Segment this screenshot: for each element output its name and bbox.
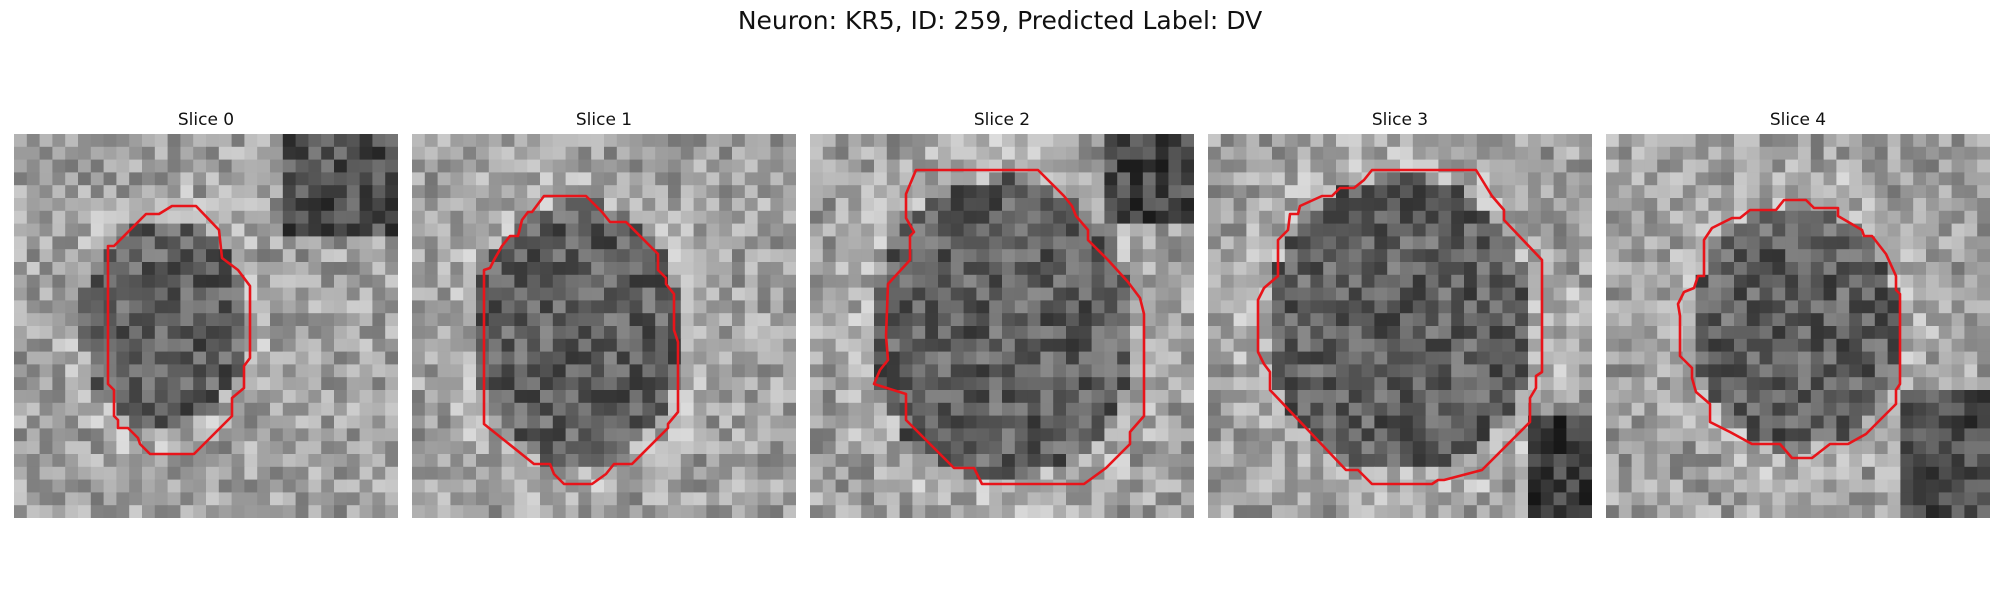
slice-image-1 [412, 134, 796, 518]
slice-panel-2: Slice 2 [810, 108, 1194, 518]
slice-image-2 [810, 134, 1194, 518]
slice-image-4 [1606, 134, 1990, 518]
slice-title-1: Slice 1 [575, 110, 633, 130]
contour-outline-4 [1676, 198, 1902, 460]
slice-panel-3: Slice 3 [1208, 108, 1592, 518]
figure-title: Neuron: KR5, ID: 259, Predicted Label: D… [737, 6, 1263, 35]
contour-outline-3 [1256, 168, 1544, 486]
slice-title-3: Slice 3 [1371, 110, 1429, 130]
slice-panel-1: Slice 1 [412, 108, 796, 518]
contour-outline-1 [482, 194, 680, 486]
slice-title-4: Slice 4 [1769, 110, 1827, 130]
slice-panel-0: Slice 0 [14, 108, 398, 518]
slice-title-0: Slice 0 [177, 110, 235, 130]
contour-outline-0 [106, 204, 252, 456]
slice-panel-4: Slice 4 [1606, 108, 1990, 518]
slice-title-2: Slice 2 [973, 110, 1031, 130]
slice-image-0 [14, 134, 398, 518]
slice-image-3 [1208, 134, 1592, 518]
contour-outline-2 [872, 168, 1146, 486]
